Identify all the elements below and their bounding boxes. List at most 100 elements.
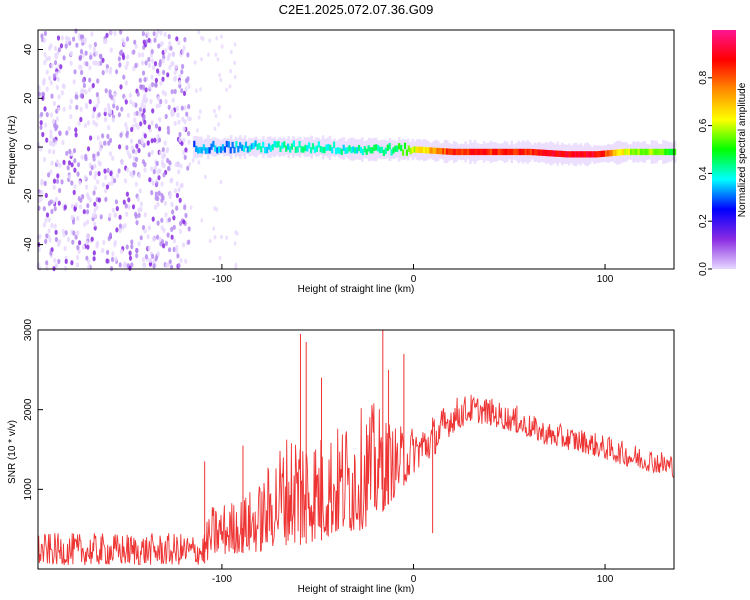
noise-speckle [54,52,58,58]
noise-speckle [156,133,160,139]
noise-speckle [142,108,146,114]
noise-speckle [69,114,73,120]
noise-speckle [45,233,49,239]
ridge-cell [553,150,556,157]
noise-speckle [71,239,75,245]
noise-speckle [182,219,186,225]
noise-speckle [103,140,107,146]
ridge-cell [541,149,544,156]
noise-speckle [49,199,53,205]
noise-speckle [173,120,177,126]
colorbar: 0.0 0.2 0.4 0.6 0.8 Normalized spectral ampl… [698,30,748,276]
noise-speckle [150,120,154,126]
noise-speckle [132,49,136,55]
ridge-cell [359,146,362,154]
noise-speckle [88,77,92,83]
noise-speckle [69,60,73,66]
noise-speckle [155,160,159,167]
noise-speckle [96,96,100,102]
ridge-cell [589,151,592,158]
snr-y-ticks: 1000 2000 3000 [23,318,43,500]
noise-speckle [175,181,179,187]
ridge-cell [193,140,196,148]
noise-speckle [162,243,166,249]
ridge-cell [375,144,378,151]
ridge-cell [292,140,295,147]
noise-speckle [178,137,182,143]
noise-speckle [177,119,181,125]
noise-speckle [179,182,183,189]
ridge-cell [344,147,347,154]
noise-speckle [188,162,192,167]
noise-speckle [49,112,54,118]
noise-speckle [85,255,89,261]
noise-speckle [45,69,49,75]
noise-speckle [82,82,86,88]
noise-speckle [124,122,128,128]
noise-speckle [43,51,47,58]
noise-speckle [183,119,187,125]
ridge-cell [371,147,374,154]
noise-speckle [225,87,229,93]
ridge-cell [243,145,246,152]
noise-speckle [48,75,52,81]
y-tick-label: 3000 [23,318,34,341]
noise-speckle [182,126,186,132]
noise-speckle [96,179,100,185]
noise-speckle [132,65,136,72]
noise-speckle [143,212,147,218]
ridge-cell [380,146,384,153]
noise-speckle [150,49,154,55]
noise-speckle [62,159,66,165]
spectrogram-x-ticks: -100 0 100 [212,264,614,285]
colorbar-tick-label: 0.4 [698,166,709,180]
noise-speckle [80,69,84,76]
noise-speckle [148,84,152,90]
noise-speckle [185,111,189,117]
noise-speckle [73,158,77,164]
noise-speckle [117,112,121,118]
noise-speckle [56,173,60,179]
noise-speckle [97,112,101,118]
noise-speckle [184,212,188,219]
ridge-cell [415,146,418,153]
noise-speckle [42,77,47,83]
noise-speckle [146,31,150,37]
ridge-cell [354,147,357,154]
noise-speckle [57,47,62,53]
noise-speckle [129,99,133,105]
noise-speckle [160,40,164,46]
noise-speckle [45,137,49,143]
noise-speckle [93,207,97,213]
noise-speckle [85,192,90,198]
noise-speckle [92,46,96,53]
noise-speckle [169,178,173,184]
ridge-cell [513,148,516,156]
noise-speckle [137,207,141,213]
ridge-cell [206,147,209,154]
ridge-halo [397,137,401,162]
noise-speckle [54,263,59,269]
snr-marks [37,330,674,566]
noise-speckle [148,261,152,267]
ridge-cell [223,146,226,153]
ridge-cell [501,148,504,156]
ridge-cell [545,149,548,157]
noise-speckle [90,165,94,171]
ridge-cell [612,149,615,156]
ridge-cell [620,149,623,156]
noise-speckle [162,152,166,158]
noise-speckle [68,104,72,110]
noise-speckle [109,171,113,177]
noise-speckle [110,94,114,101]
noise-speckle [128,92,132,98]
noise-speckle [58,130,62,136]
noise-speckle [77,120,81,126]
noise-speckle [138,111,142,117]
y-tick-label: -20 [23,188,34,203]
noise-speckle [96,78,100,84]
noise-speckle [137,139,141,145]
snr-trace [37,394,674,566]
noise-speckle [125,191,129,197]
ridge-cell [518,148,521,156]
